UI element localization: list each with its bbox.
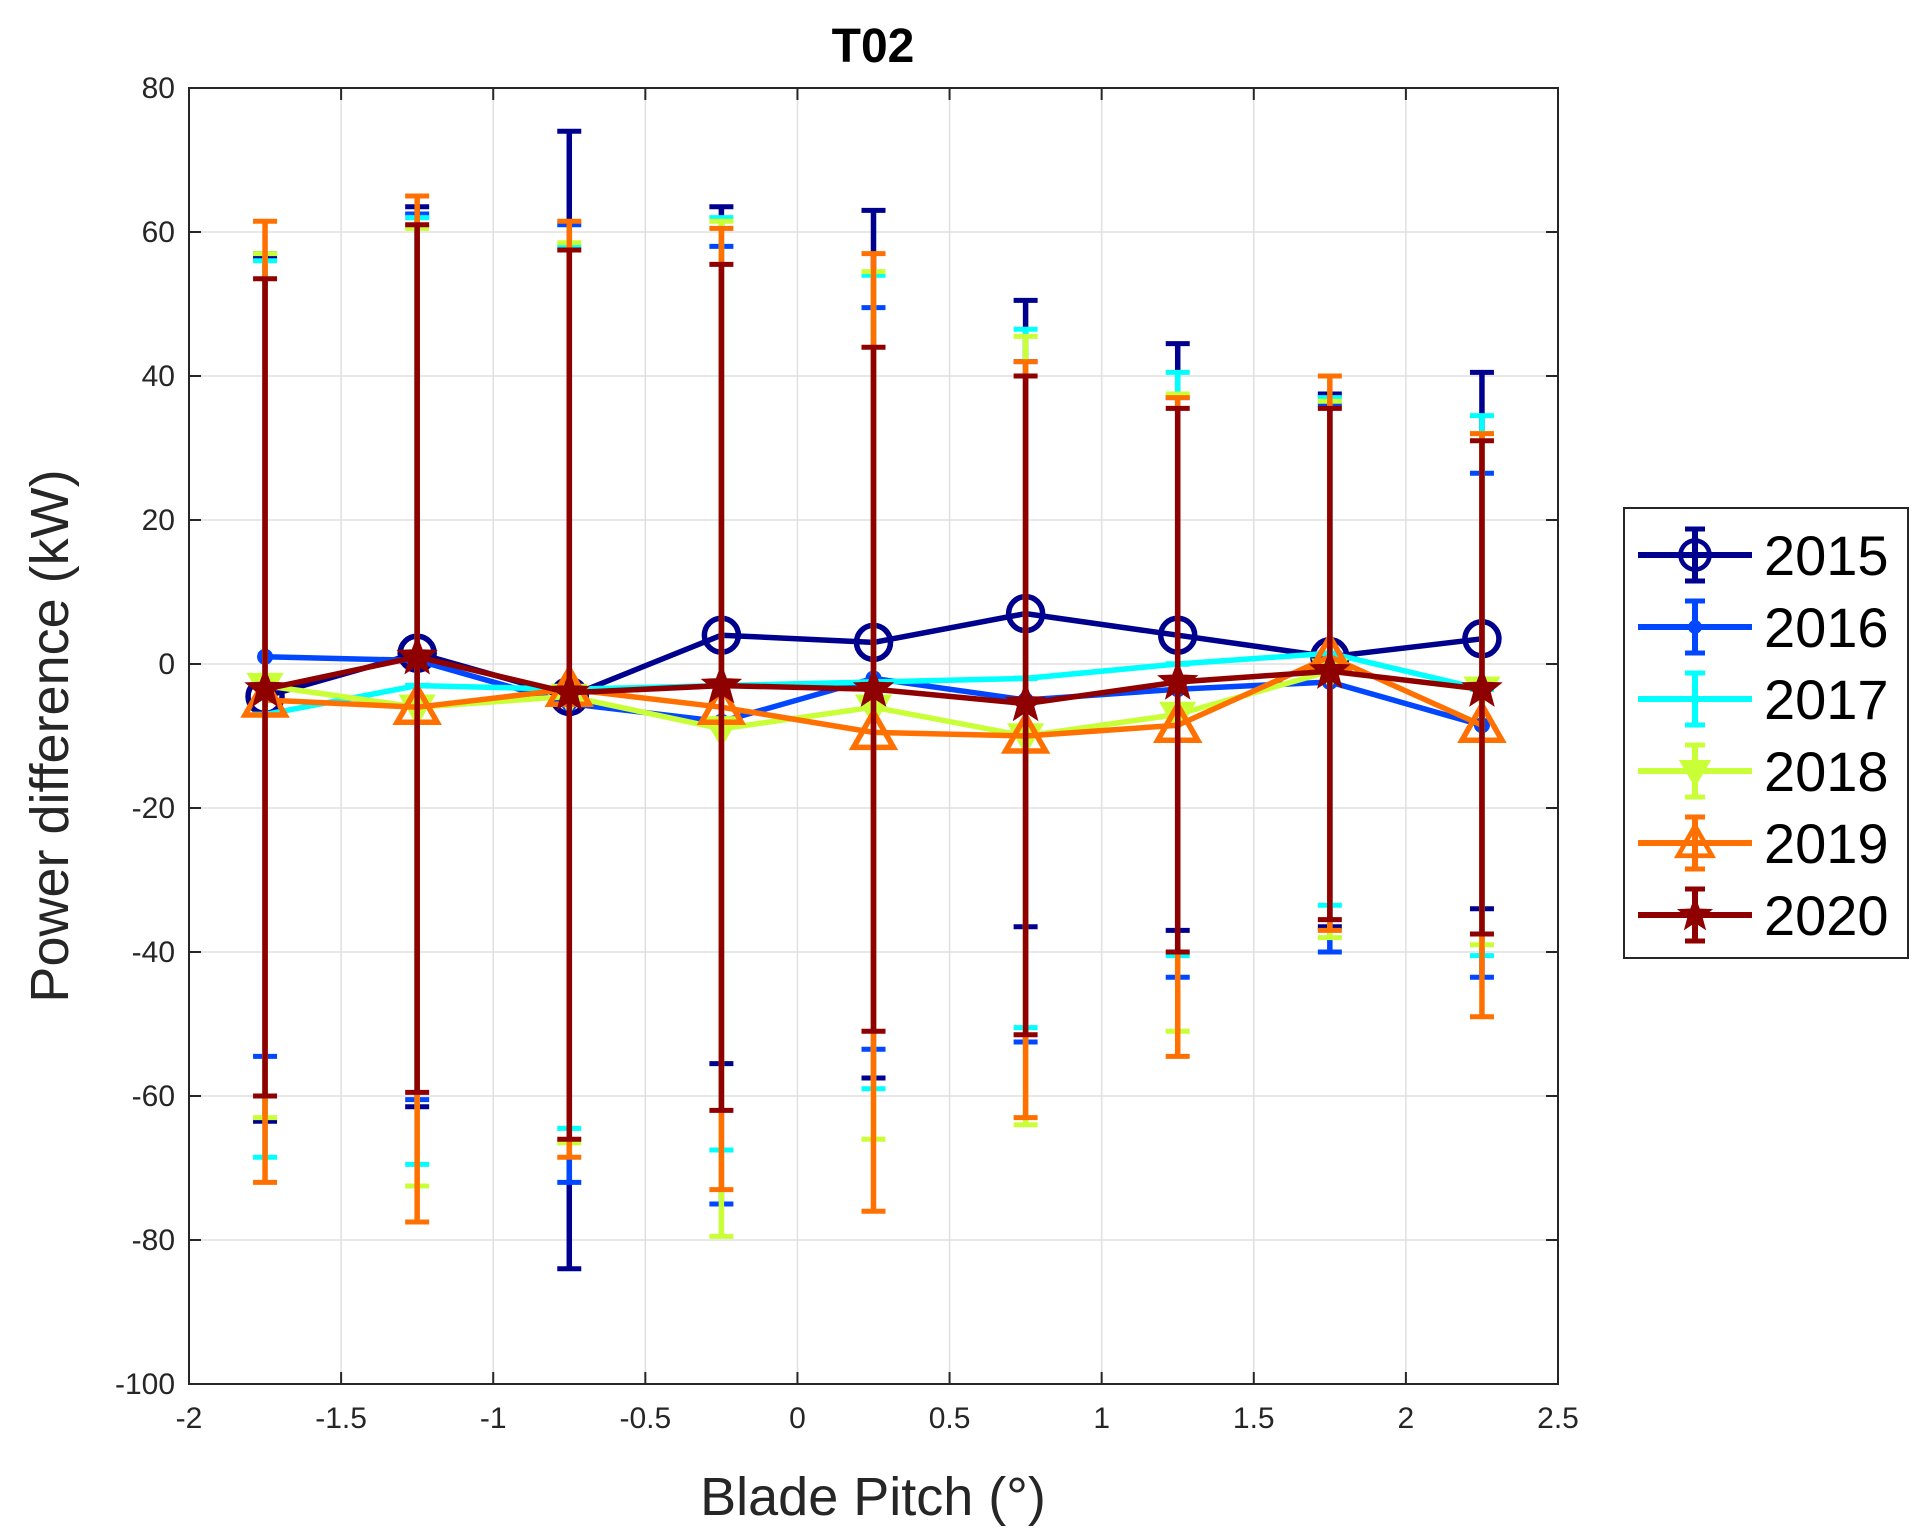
y-axis-label: Power difference (kW) — [20, 469, 80, 1002]
data-point-2020 — [700, 663, 743, 704]
data-point-2020 — [1461, 667, 1503, 707]
legend-marker — [1684, 688, 1706, 710]
legend-label: 2019 — [1764, 812, 1889, 875]
legend-label: 2015 — [1764, 524, 1889, 587]
legend-label: 2020 — [1764, 884, 1889, 947]
x-tick-label: 0.5 — [929, 1402, 971, 1435]
legend-marker — [1673, 821, 1717, 859]
y-tick-label: -100 — [115, 1368, 175, 1401]
y-tick-label: -60 — [132, 1080, 175, 1113]
legend-box — [1623, 507, 1909, 959]
y-tick-label: 60 — [142, 216, 175, 249]
y-tick-label: 80 — [142, 72, 175, 105]
legend-item-2019: 2019 — [1638, 812, 1889, 875]
legend: 2015 2016 2017 2018 2019 2020 — [1623, 507, 1909, 959]
legend-item-2020: 2020 — [1638, 884, 1889, 947]
axis-ticks: -2 -1.5 -1 -0.5 0 0.5 1 1.5 2 2.5 -100 -80 -60 -40 -20… — [115, 72, 1579, 1435]
data-point-2020 — [396, 634, 438, 675]
x-tick-label: 2.5 — [1537, 1402, 1579, 1435]
data-point-2020 — [244, 667, 286, 707]
legend-marker — [1678, 759, 1712, 788]
legend-item-2018: 2018 — [1638, 740, 1889, 803]
legend-marker — [1676, 896, 1714, 931]
plot-frame — [188, 87, 1559, 1385]
legend-marker — [1678, 538, 1712, 572]
legend-marker — [1688, 620, 1702, 634]
x-tick-label: 1.5 — [1233, 1402, 1275, 1435]
x-tick-label: -1.5 — [315, 1402, 367, 1435]
series-2020 — [244, 222, 1503, 1142]
y-tick-label: 40 — [142, 360, 175, 393]
x-tick-label: 2 — [1398, 1402, 1415, 1435]
x-tick-label: 0 — [789, 1402, 806, 1435]
legend-label: 2018 — [1764, 740, 1889, 803]
y-tick-label: -40 — [132, 936, 175, 969]
x-tick-label: -1 — [480, 1402, 507, 1435]
y-tick-label: 0 — [158, 648, 175, 681]
legend-label: 2016 — [1764, 596, 1889, 659]
x-tick-label: -0.5 — [619, 1402, 671, 1435]
x-tick-label: -2 — [176, 1402, 203, 1435]
data-point-2020 — [852, 667, 895, 707]
y-tick-label: -80 — [132, 1224, 175, 1257]
legend-item-2016: 2016 — [1638, 596, 1889, 659]
x-axis-label: Blade Pitch (°) — [700, 1467, 1046, 1527]
series-layer — [240, 128, 1507, 1272]
data-point-2020 — [548, 670, 590, 711]
legend-label: 2017 — [1764, 668, 1889, 731]
data-point-2020 — [1309, 649, 1351, 689]
data-point-2020 — [1157, 660, 1199, 700]
legend-item-2017: 2017 — [1638, 668, 1889, 731]
data-point-2020 — [1004, 681, 1047, 722]
legend-item-2015: 2015 — [1638, 524, 1889, 587]
y-tick-label: -20 — [132, 792, 175, 825]
x-tick-label: 1 — [1093, 1402, 1110, 1435]
chart-title: T02 — [832, 20, 915, 73]
y-tick-label: 20 — [142, 504, 175, 537]
